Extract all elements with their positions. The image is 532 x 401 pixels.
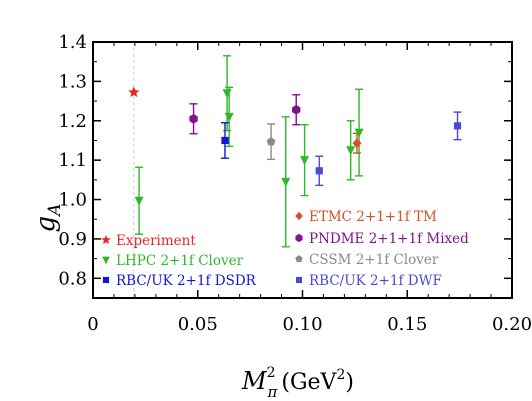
- data-point-lhpc-2-1f-clover: [224, 112, 234, 122]
- y-axis-label: gA: [31, 204, 65, 233]
- legend-label: Experiment: [116, 233, 196, 249]
- legend-marker: [102, 276, 110, 284]
- x-axis-label-base: M: [241, 367, 268, 395]
- x-axis-label-unit-open: (GeV: [281, 370, 337, 395]
- legend-label: RBC/UK 2+1f DSDR: [116, 273, 257, 289]
- legend-label: PNDME 2+1+1f Mixed: [309, 231, 469, 247]
- data-point-lhpc-2-1f-clover: [354, 128, 364, 138]
- data-point-rbc-uk-2-1f-dwf: [453, 122, 462, 130]
- data-point-rbc-uk-2-1f-dwf: [315, 167, 323, 175]
- legend-label: RBC/UK 2+1f DWF: [309, 273, 442, 289]
- legend-marker: [295, 276, 303, 284]
- x-tick-label: 0.10: [282, 314, 322, 335]
- y-tick-label: 0.8: [58, 268, 87, 289]
- legend-label: LHPC 2+1f Clover: [116, 253, 244, 269]
- data-point-pndme-2-1-1f-mixed: [292, 104, 301, 115]
- legend: Experiment LHPC 2+1f Clover RBC/UK 2+1f DS…: [101, 209, 469, 289]
- x-axis-label: M2 π (GeV2): [241, 365, 354, 401]
- y-axis-label-sub: A: [45, 204, 65, 218]
- marker-layer: [128, 86, 462, 206]
- legend-marker: [101, 234, 111, 245]
- legend-marker: [295, 233, 303, 243]
- data-point-etmc-2-1-1f-tm: [352, 138, 362, 149]
- x-tick-label: 0.20: [492, 314, 532, 335]
- data-point-rbc-uk-2-1f-dsdr: [221, 136, 229, 145]
- data-point-pndme-2-1-1f-mixed: [189, 114, 198, 124]
- legend-marker: [295, 255, 303, 263]
- tick-layer: 0 0.05 0.10 0.15 0.20 0.8 0.9 1.0 1.1 1.2 1.3 1.4: [58, 32, 532, 335]
- data-point-cssm-2-1f-clover: [266, 137, 276, 146]
- legend-marker: [102, 256, 110, 265]
- x-tick-label: 0.15: [387, 314, 427, 335]
- data-point-lhpc-2-1f-clover: [281, 177, 291, 187]
- legend-marker: [295, 211, 303, 221]
- y-tick-label: 1.4: [58, 32, 87, 53]
- data-point-lhpc-2-1f-clover: [300, 156, 310, 166]
- legend-label: CSSM 2+1f Clover: [309, 252, 439, 268]
- x-tick-label: 0: [87, 314, 98, 335]
- y-axis-label-base: g: [31, 216, 61, 233]
- y-tick-label: 0.9: [58, 229, 87, 250]
- x-axis-label-sub: π: [267, 383, 279, 401]
- y-tick-label: 1.0: [58, 190, 87, 211]
- x-axis-label-sup: 2: [267, 365, 276, 381]
- data-point-lhpc-2-1f-clover: [134, 196, 144, 206]
- y-tick-label: 1.3: [58, 71, 87, 92]
- data-point-lhpc-2-1f-clover: [346, 146, 356, 156]
- x-tick-label: 0.05: [178, 314, 218, 335]
- y-tick-label: 1.1: [58, 150, 87, 171]
- legend-label: ETMC 2+1+1f TM: [309, 209, 437, 225]
- x-axis-label-unit-sup: 2: [336, 367, 345, 383]
- data-point-lhpc-2-1f-clover: [222, 89, 232, 99]
- x-axis-label-unit-close: ): [345, 370, 354, 395]
- data-point-experiment: [128, 86, 140, 98]
- y-tick-label: 1.2: [58, 111, 87, 132]
